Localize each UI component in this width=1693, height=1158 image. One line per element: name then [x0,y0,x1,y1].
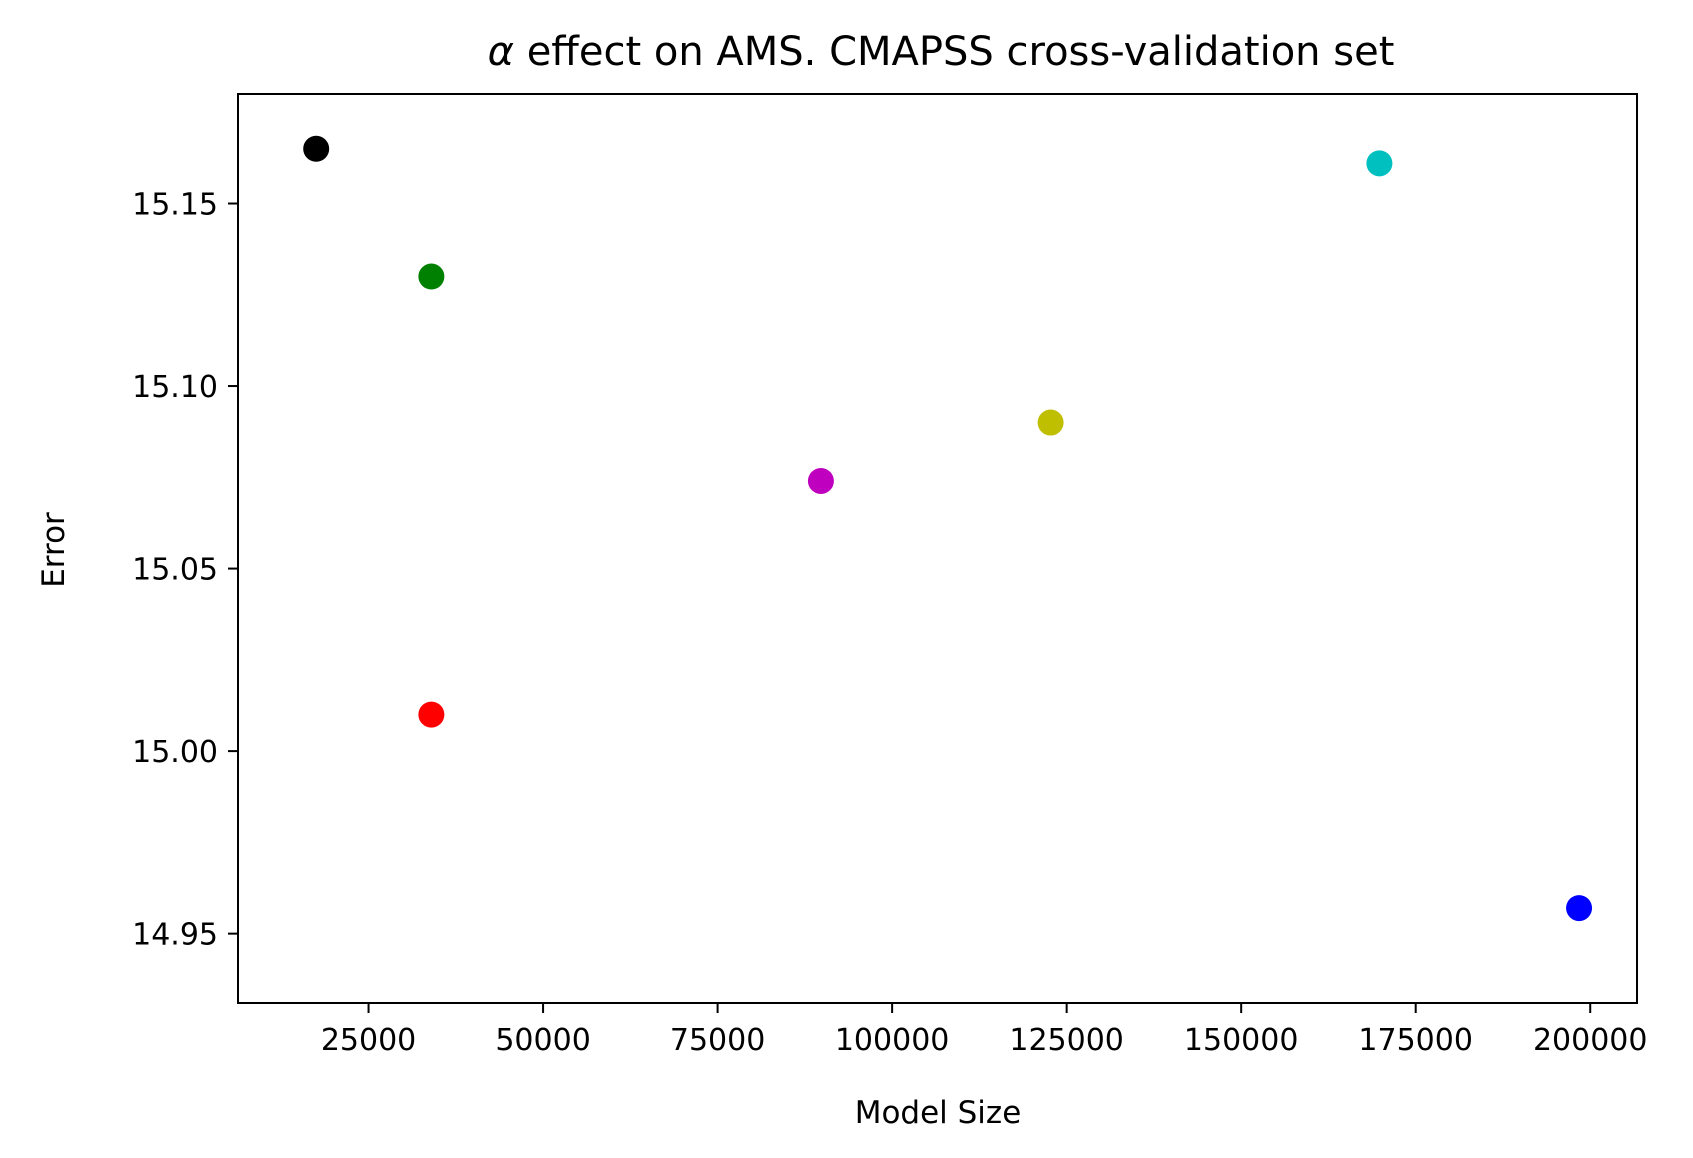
y-tick-label: 15.10 [132,370,218,405]
y-axis: 14.95 15.00 15.05 15.10 15.15 [132,188,238,953]
y-tick-label: 14.95 [132,918,218,953]
data-point [418,263,445,290]
x-tick-label: 50000 [495,1023,590,1058]
x-tick-label: 75000 [670,1023,765,1058]
data-points [303,135,1593,922]
x-tick-label: 125000 [1009,1023,1124,1058]
y-tick-label: 15.00 [132,735,218,770]
x-axis: 25000 50000 75000 100000 125000 150000 175000 2… [321,1003,1648,1058]
data-point [1566,895,1593,922]
data-point [418,701,445,728]
x-tick-label: 175000 [1358,1023,1473,1058]
x-tick-label: 150000 [1184,1023,1299,1058]
plot-area [237,93,1638,1004]
data-point [1037,409,1064,436]
y-tick-label: 15.15 [132,188,218,223]
y-axis-label: Error [36,512,72,588]
x-tick-label: 25000 [321,1023,416,1058]
chart-title: α effect on AMS. CMAPSS cross-validation… [488,29,1395,75]
data-point [1366,150,1393,177]
data-point [807,467,834,494]
y-tick-label: 15.05 [132,553,218,588]
x-axis-label: Model Size [855,1095,1022,1131]
data-point [303,135,330,162]
x-tick-label: 200000 [1533,1023,1648,1058]
x-tick-label: 100000 [835,1023,950,1058]
